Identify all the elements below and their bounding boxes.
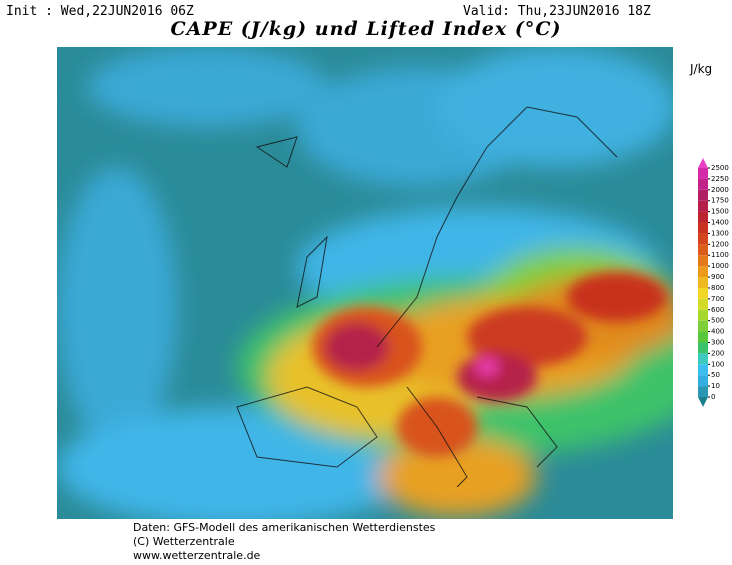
colorbar-swatch bbox=[698, 320, 708, 332]
colorbar-swatch bbox=[698, 287, 708, 299]
init-time: Init : Wed,22JUN2016 06Z bbox=[6, 4, 194, 19]
colorbar-label: 1200 bbox=[711, 240, 729, 248]
colorbar-label: 1500 bbox=[711, 208, 729, 216]
colorbar-label: 900 bbox=[711, 273, 724, 281]
colorbar-swatch bbox=[698, 298, 708, 310]
colorbar-label: 1100 bbox=[711, 251, 729, 259]
colorbar-swatch bbox=[698, 386, 708, 397]
legend-unit: J/kg bbox=[690, 62, 713, 76]
colorbar-swatch bbox=[698, 222, 708, 234]
colorbar-label: 300 bbox=[711, 338, 724, 346]
colorbar-label: 10 bbox=[711, 382, 720, 390]
source-line: Daten: GFS-Modell des amerikanischen Wet… bbox=[133, 521, 436, 534]
colorbar-swatch bbox=[698, 309, 708, 321]
colorbar-label: 2250 bbox=[711, 175, 729, 183]
colorbar-swatch bbox=[698, 244, 708, 256]
colorbar-label: 2000 bbox=[711, 186, 729, 194]
colorbar-label: 0 bbox=[711, 393, 715, 401]
valid-time: Valid: Thu,23JUN2016 18Z bbox=[463, 4, 651, 19]
colorbar-swatch bbox=[698, 277, 708, 288]
colorbar-label: 1400 bbox=[711, 219, 729, 227]
colorbar-label: 1300 bbox=[711, 229, 729, 237]
colorbar-swatch bbox=[698, 200, 708, 212]
colorbar-label: 100 bbox=[711, 360, 724, 368]
colorbar-swatch bbox=[698, 364, 708, 376]
colorbar-swatch bbox=[698, 178, 708, 190]
colorbar-swatch bbox=[698, 189, 708, 201]
colorbar-label: 400 bbox=[711, 328, 724, 336]
colorbar-label: 2500 bbox=[711, 164, 729, 172]
colorbar-swatch bbox=[698, 331, 708, 343]
colorbar-label: 1000 bbox=[711, 262, 729, 270]
colorbar: 0 10 50 100 200 300 400 500 600 700 800 900 1000 1100… bbox=[698, 158, 729, 407]
url-line: www.wetterzentrale.de bbox=[133, 549, 261, 562]
colorbar-label: 50 bbox=[711, 371, 720, 379]
colorbar-swatch bbox=[698, 255, 708, 267]
colorbar-label: 800 bbox=[711, 284, 724, 292]
colorbar-label: 700 bbox=[711, 295, 724, 303]
colorbar-swatch bbox=[698, 168, 708, 179]
coastlines bbox=[236, 106, 618, 488]
colorbar-label: 200 bbox=[711, 349, 724, 357]
colorbar-swatch bbox=[698, 375, 708, 387]
colorbar-label: 600 bbox=[711, 306, 724, 314]
colorbar-swatch bbox=[698, 353, 708, 365]
colorbar-low-end bbox=[698, 397, 708, 407]
colorbar-high-end bbox=[698, 158, 708, 168]
colorbar-swatch bbox=[698, 342, 708, 354]
colorbar-label: 500 bbox=[711, 317, 724, 325]
colorbar-swatch bbox=[698, 211, 708, 223]
colorbar-swatch bbox=[698, 266, 708, 278]
colorbar-label: 1750 bbox=[711, 197, 729, 205]
map bbox=[57, 47, 673, 519]
copyright-line: (C) Wetterzentrale bbox=[133, 535, 235, 548]
map-title: CAPE (J/kg) und Lifted Index (°C) bbox=[170, 18, 562, 40]
colorbar-swatch bbox=[698, 233, 708, 245]
